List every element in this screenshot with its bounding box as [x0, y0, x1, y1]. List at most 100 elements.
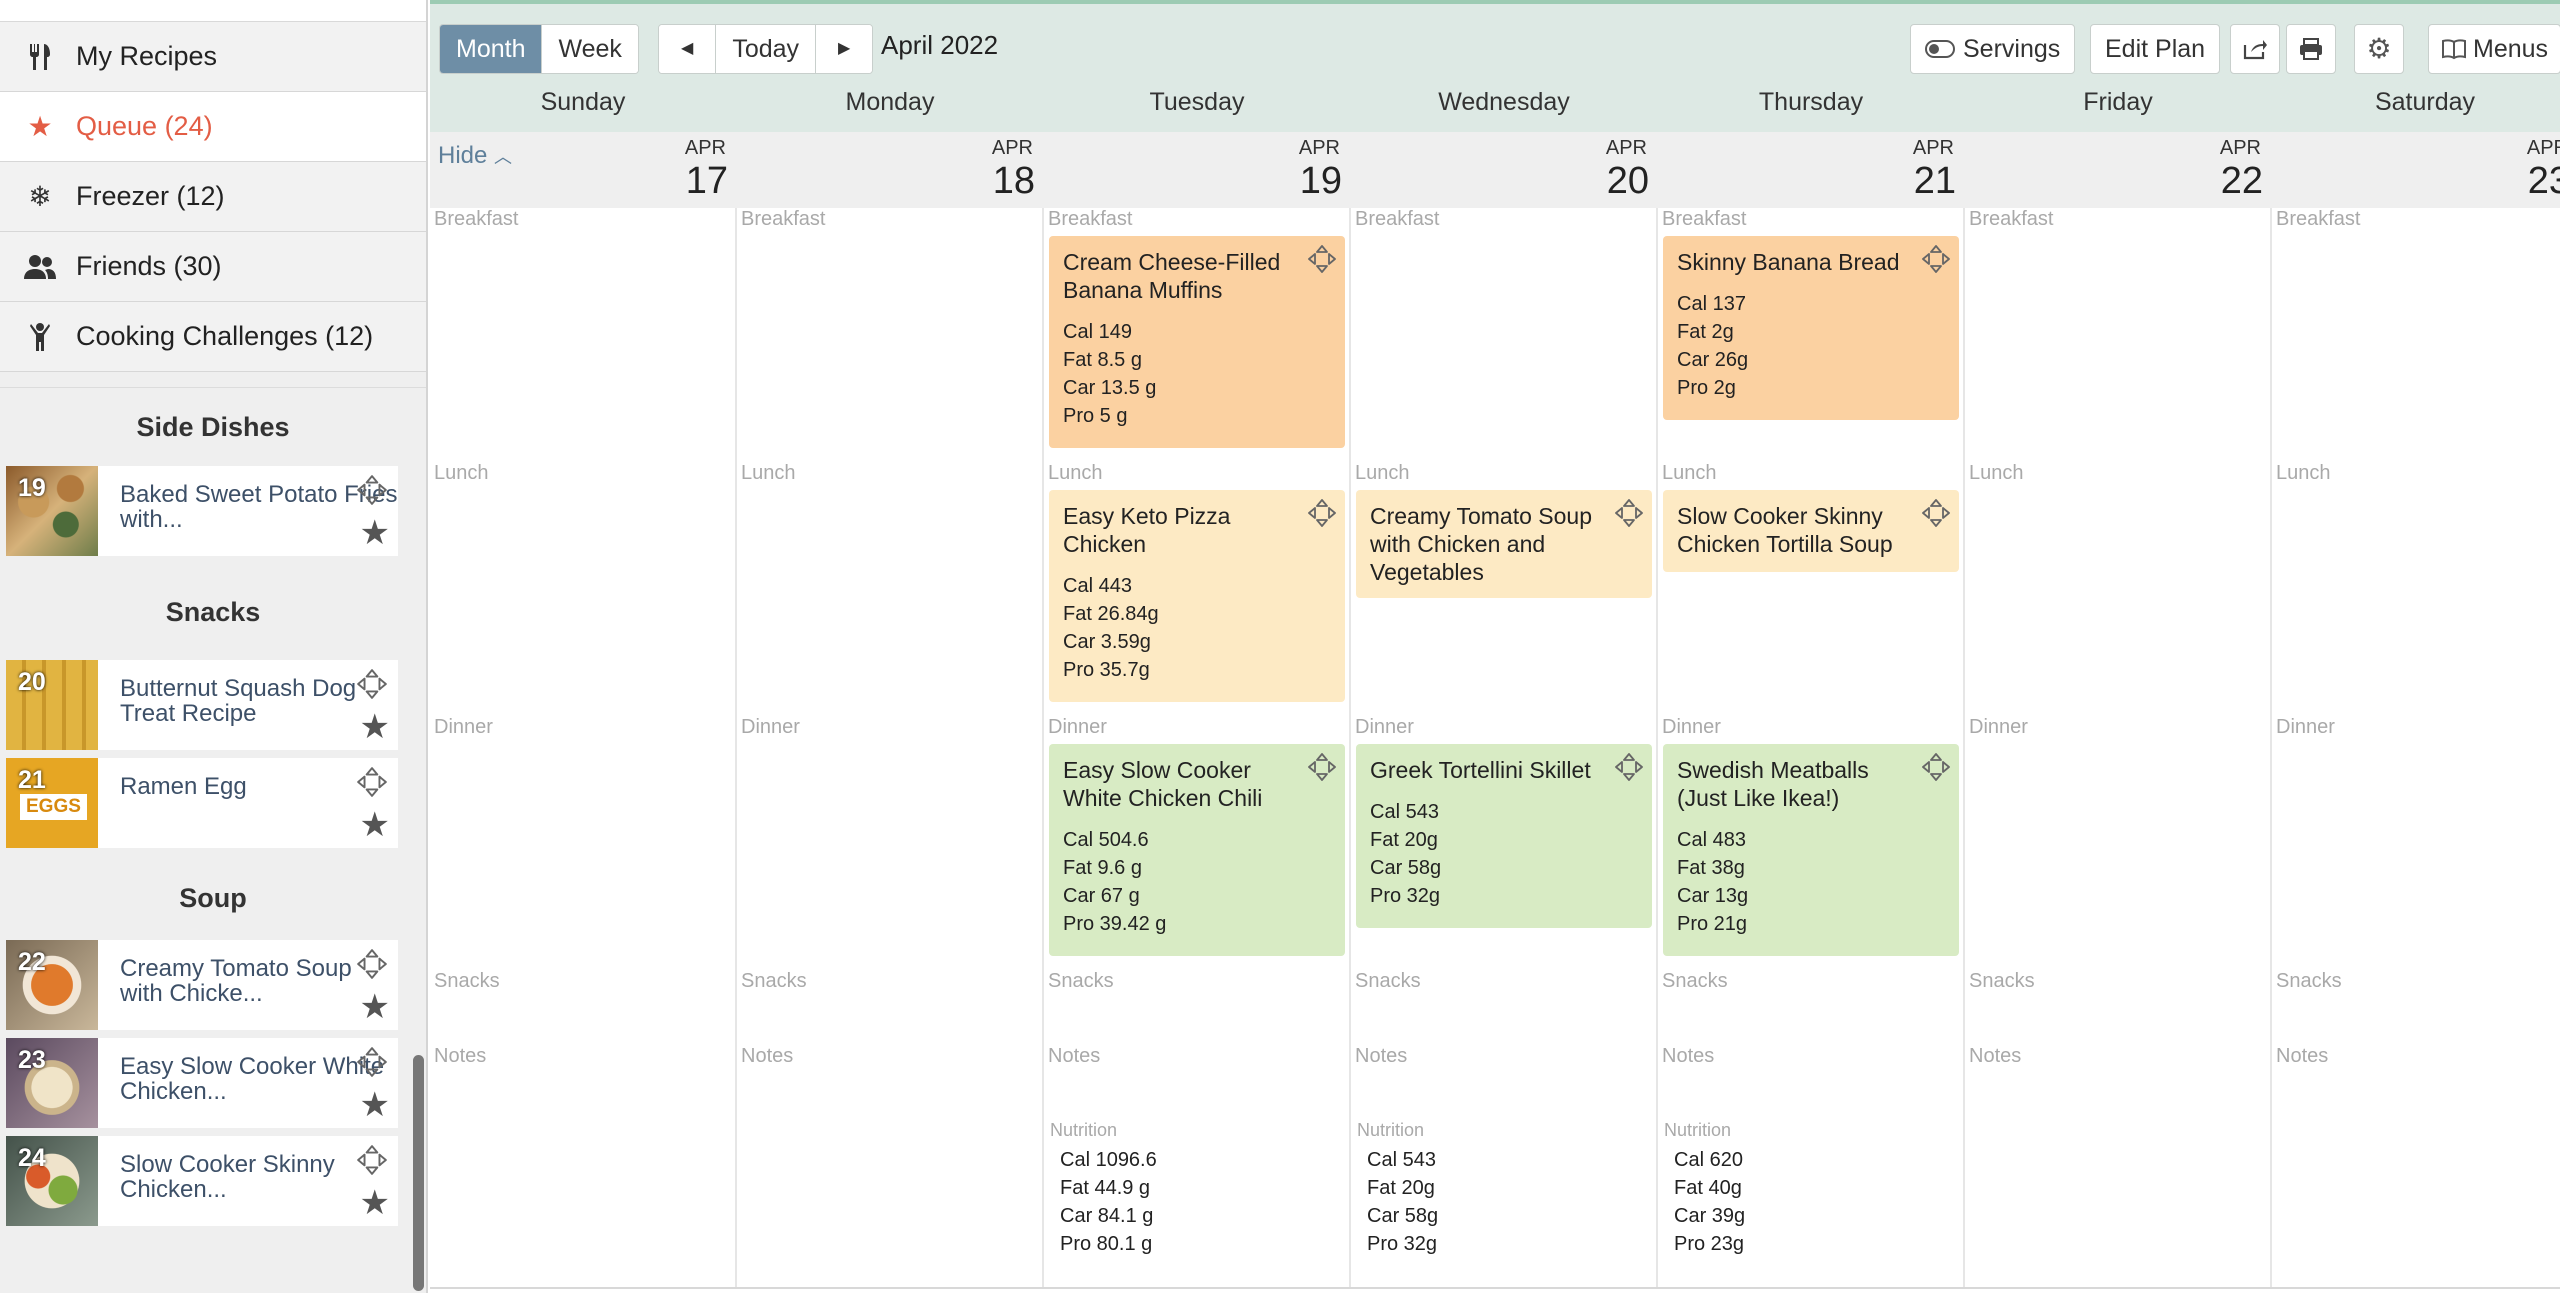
- month-abbr: APR: [991, 137, 1033, 159]
- settings-button[interactable]: ⚙: [2354, 24, 2404, 74]
- meal-title[interactable]: Cream Cheese-Filled Banana Muffins: [1063, 249, 1281, 303]
- slot-label-notes-friday: Notes: [1969, 1045, 2022, 1067]
- move-icon[interactable]: [356, 668, 388, 700]
- meal-title[interactable]: Greek Tortellini Skillet: [1370, 757, 1591, 783]
- meal-card[interactable]: Cream Cheese-Filled Banana Muffins Cal 1…: [1049, 236, 1345, 448]
- move-icon[interactable]: [1614, 752, 1644, 782]
- sidebar-item-cooking-challenges[interactable]: Cooking Challenges (12): [0, 302, 426, 372]
- meal-title[interactable]: Easy Slow Cooker White Chicken Chili: [1063, 757, 1263, 811]
- day-number: 20: [18, 668, 46, 696]
- sidebar-recipe-card[interactable]: 22 Creamy Tomato Soup with Chicke... ★: [6, 940, 398, 1030]
- recipe-title[interactable]: Easy Slow Cooker White Chicken...: [120, 1053, 385, 1105]
- meal-plan-calendar: Month Week ◀ Today ▶ April 2022 Servings…: [430, 0, 2560, 1293]
- sidebar-scrollbar[interactable]: [413, 1055, 424, 1291]
- move-icon[interactable]: [356, 766, 388, 798]
- move-icon[interactable]: [1307, 752, 1337, 782]
- toggle-icon: [1925, 40, 1955, 58]
- sidebar-item-friends[interactable]: Friends (30): [0, 232, 426, 302]
- servings-button[interactable]: Servings: [1910, 24, 2076, 74]
- people-icon: [24, 251, 56, 283]
- month-abbr: APR: [1605, 137, 1647, 159]
- meal-title[interactable]: Skinny Banana Bread: [1677, 249, 1900, 275]
- slot-label-lunch-tuesday: Lunch: [1048, 462, 1103, 484]
- day-name-monday: Monday: [845, 88, 935, 116]
- meal-title[interactable]: Slow Cooker Skinny Chicken Tortilla Soup: [1677, 503, 1893, 557]
- sidebar-top-strip: [0, 0, 426, 22]
- date-navigation: ◀ Today ▶: [658, 24, 874, 74]
- menus-button[interactable]: Menus: [2428, 24, 2560, 74]
- recipe-thumbnail: 20: [6, 660, 98, 750]
- move-icon[interactable]: [1921, 244, 1951, 274]
- recipe-title[interactable]: Creamy Tomato Soup with Chicke...: [120, 955, 352, 1007]
- slot-label-dinner-sunday: Dinner: [434, 716, 493, 738]
- current-date-label: April 2022: [881, 30, 999, 60]
- star-icon[interactable]: ★: [359, 988, 390, 1026]
- slot-label-breakfast-sunday: Breakfast: [434, 208, 519, 230]
- move-icon[interactable]: [1307, 498, 1337, 528]
- sidebar-item-freezer[interactable]: ❄ Freezer (12): [0, 162, 426, 232]
- move-icon[interactable]: [1921, 498, 1951, 528]
- prev-week-button[interactable]: ◀: [659, 25, 717, 73]
- day-name-sunday: Sunday: [540, 88, 626, 116]
- sidebar-item-queue[interactable]: ★ Queue (24): [0, 92, 426, 162]
- sidebar-recipe-card[interactable]: 19 Baked Sweet Potato Fries with... ★: [6, 466, 398, 556]
- recipe-title[interactable]: Baked Sweet Potato Fries with...: [120, 481, 398, 533]
- move-icon[interactable]: [356, 1144, 388, 1176]
- recipe-title[interactable]: Butternut Squash Dog Treat Recipe: [120, 675, 357, 727]
- move-icon[interactable]: [356, 1046, 388, 1078]
- recipe-title[interactable]: Slow Cooker Skinny Chicken...: [120, 1151, 335, 1203]
- total-carb: Car 84.1 g: [1060, 1205, 1154, 1227]
- recipe-title[interactable]: Ramen Egg: [120, 773, 247, 800]
- meal-card[interactable]: Creamy Tomato Soup with Chicken and Vege…: [1356, 490, 1652, 598]
- slot-label-notes-wednesday: Notes: [1355, 1045, 1408, 1067]
- meal-card[interactable]: Swedish Meatballs (Just Like Ikea!) Cal …: [1663, 744, 1959, 956]
- meal-card[interactable]: Slow Cooker Skinny Chicken Tortilla Soup: [1663, 490, 1959, 572]
- thumbnail-text: EGGS: [20, 794, 87, 820]
- slot-label-lunch-saturday: Lunch: [2276, 462, 2331, 484]
- day-number: 19: [1299, 160, 1342, 202]
- star-icon[interactable]: ★: [359, 1184, 390, 1222]
- star-icon: ★: [27, 111, 53, 142]
- sidebar-recipe-card[interactable]: 24 Slow Cooker Skinny Chicken... ★: [6, 1136, 398, 1226]
- sidebar-item-my-recipes[interactable]: My Recipes: [0, 22, 426, 92]
- meal-title[interactable]: Creamy Tomato Soup with Chicken and Vege…: [1370, 503, 1593, 585]
- move-icon[interactable]: [1307, 244, 1337, 274]
- star-icon[interactable]: ★: [359, 708, 390, 746]
- move-icon[interactable]: [1614, 498, 1644, 528]
- meal-title[interactable]: Swedish Meatballs (Just Like Ikea!): [1677, 757, 1869, 811]
- slot-label-snacks-friday: Snacks: [1969, 970, 2035, 992]
- meal-title[interactable]: Easy Keto Pizza Chicken: [1063, 503, 1231, 557]
- edit-plan-button[interactable]: Edit Plan: [2090, 24, 2221, 74]
- slot-label-lunch-friday: Lunch: [1969, 462, 2024, 484]
- meal-card[interactable]: Easy Slow Cooker White Chicken Chili Cal…: [1049, 744, 1345, 956]
- calendar-grid: Breakfast Lunch Dinner Snacks Notes Breakfast…: [430, 208, 2560, 1288]
- meal-card[interactable]: Greek Tortellini Skillet Cal 543 Fat 20g…: [1356, 744, 1652, 928]
- share-button[interactable]: [2230, 24, 2280, 74]
- hide-toggle[interactable]: Hide ︿: [438, 142, 512, 170]
- week-view-button[interactable]: Week: [542, 25, 638, 73]
- star-icon[interactable]: ★: [359, 514, 390, 552]
- slot-label-snacks-wednesday: Snacks: [1355, 970, 1421, 992]
- today-button[interactable]: Today: [716, 25, 817, 73]
- printer-icon: [2300, 38, 2322, 60]
- meal-card[interactable]: Skinny Banana Bread Cal 137 Fat 2g Car 2…: [1663, 236, 1959, 420]
- next-week-button[interactable]: ▶: [816, 25, 873, 73]
- star-icon[interactable]: ★: [359, 806, 390, 844]
- star-icon[interactable]: ★: [359, 1086, 390, 1124]
- meal-card[interactable]: Easy Keto Pizza Chicken Cal 443 Fat 26.8…: [1049, 490, 1345, 702]
- date-header: APR 19: [1044, 132, 1350, 208]
- move-icon[interactable]: [356, 948, 388, 980]
- macro-fat: Fat 38g: [1677, 857, 1745, 879]
- slot-label-dinner-thursday: Dinner: [1662, 716, 1721, 738]
- sidebar-recipe-card[interactable]: 23 Easy Slow Cooker White Chicken... ★: [6, 1038, 398, 1128]
- move-icon[interactable]: [1921, 752, 1951, 782]
- print-button[interactable]: [2286, 24, 2336, 74]
- total-protein: Pro 80.1 g: [1060, 1233, 1153, 1255]
- sidebar-recipe-card[interactable]: 21 EGGS Ramen Egg ★: [6, 758, 398, 848]
- macro-protein: Pro 32g: [1370, 885, 1441, 907]
- sidebar-recipe-card[interactable]: 20 Butternut Squash Dog Treat Recipe ★: [6, 660, 398, 750]
- month-view-button[interactable]: Month: [440, 25, 543, 73]
- macro-cal: Cal 483: [1677, 829, 1746, 851]
- move-icon[interactable]: [356, 474, 388, 506]
- column-divider: [1963, 208, 1965, 1288]
